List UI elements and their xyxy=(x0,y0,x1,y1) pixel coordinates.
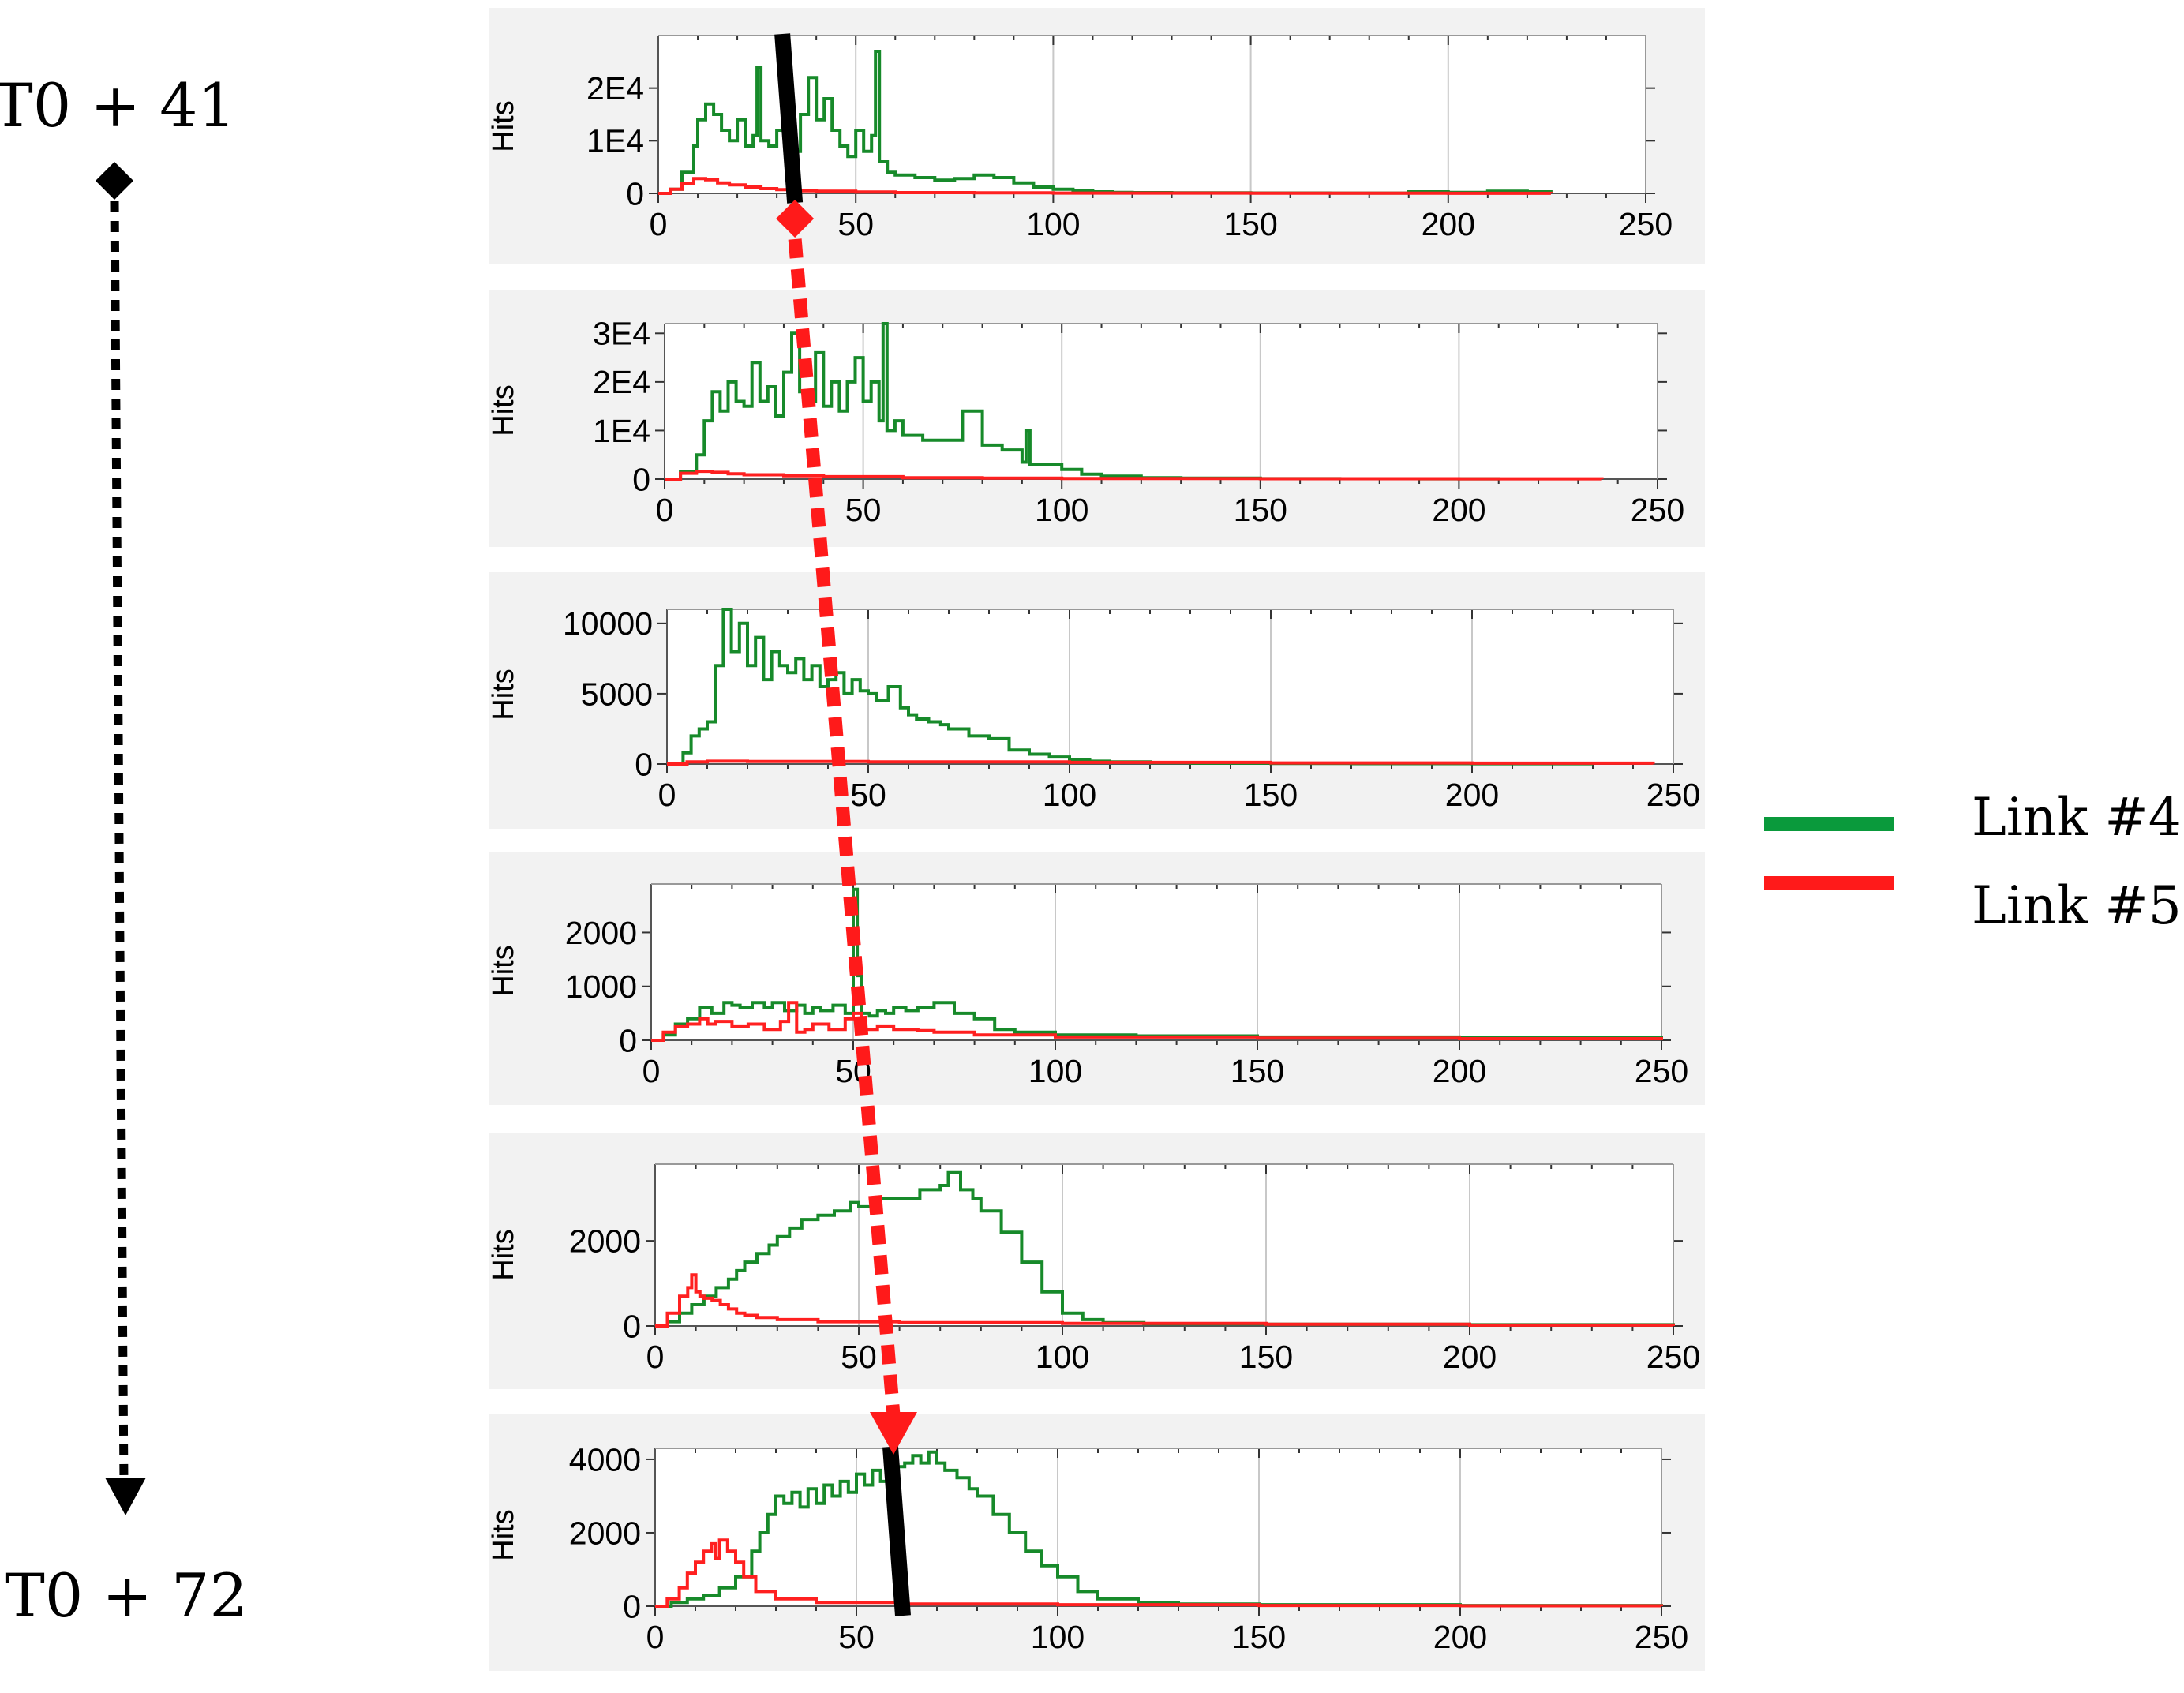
x-tick-label: 50 xyxy=(850,777,886,813)
y-tick-label: 0 xyxy=(623,1308,641,1344)
timeline-arrowhead-icon xyxy=(105,1478,146,1515)
series-line-link4 xyxy=(667,608,1594,766)
time-start-label: T0 + 41 xyxy=(0,70,236,140)
y-tick-label: 10000 xyxy=(563,605,653,642)
y-tick-label: 1E4 xyxy=(593,413,650,449)
timeline-start-diamond-icon xyxy=(96,162,133,200)
x-tick-label: 200 xyxy=(1432,492,1485,528)
chart-panel-6: 0 50 100 150 200 250 0 2000 4000 Hits xyxy=(487,1414,1705,1671)
y-tick-label: 0 xyxy=(623,1588,641,1624)
y-tick-label: 2000 xyxy=(569,1515,641,1551)
x-tick-label: 0 xyxy=(658,777,676,813)
x-tick-label: 0 xyxy=(646,1339,665,1375)
x-tick-label: 100 xyxy=(1043,777,1096,813)
legend: Link #4 Link #5 xyxy=(1764,787,2182,936)
series-line-link4 xyxy=(665,322,1500,481)
y-tick-label: 0 xyxy=(619,1022,637,1058)
y-tick-label: 4000 xyxy=(569,1441,641,1478)
x-tick-label: 250 xyxy=(1635,1619,1688,1655)
timeline: T0 + 41 T0 + 72 xyxy=(0,70,248,1631)
timeline-dotted-line xyxy=(110,200,129,1485)
plot-area xyxy=(655,1164,1673,1326)
arrow-start-diamond-icon xyxy=(776,200,815,238)
x-tick-label: 150 xyxy=(1239,1339,1293,1375)
time-marker-bar xyxy=(882,1446,911,1616)
series-line-link5 xyxy=(658,177,1553,195)
x-tick-label: 0 xyxy=(656,492,674,528)
y-tick-label: 2000 xyxy=(569,1223,641,1259)
series-line-link5 xyxy=(667,759,1655,766)
panels-layer: 0 50 100 150 200 250 0 1E4 2E4 Hits 0 50 100 150 200 25… xyxy=(487,8,1705,1671)
y-axis-label: Hits xyxy=(487,1509,520,1560)
x-tick-label: 50 xyxy=(845,492,882,528)
time-marker-bar xyxy=(774,33,804,204)
chart-panel-5: 0 50 100 150 200 250 0 2000 Hits xyxy=(487,1133,1705,1389)
x-tick-label: 200 xyxy=(1433,1619,1487,1655)
series-line-link5 xyxy=(665,470,1604,481)
x-tick-label: 0 xyxy=(646,1619,665,1655)
x-tick-label: 0 xyxy=(650,206,668,242)
y-tick-label: 3E4 xyxy=(593,316,650,352)
y-axis-label: Hits xyxy=(487,100,520,152)
x-tick-label: 100 xyxy=(1028,1053,1082,1089)
plot-area xyxy=(667,609,1673,764)
y-tick-label: 0 xyxy=(632,461,650,497)
x-tick-label: 150 xyxy=(1244,777,1298,813)
y-tick-label: 1000 xyxy=(565,968,637,1005)
y-tick-label: 0 xyxy=(626,175,644,212)
x-tick-label: 250 xyxy=(1646,1339,1700,1375)
series-line-link5 xyxy=(651,1001,1663,1042)
chart-panel-2: 0 50 100 150 200 250 0 1E4 2E4 3E4 Hits xyxy=(487,290,1705,547)
chart-panel-1: 0 50 100 150 200 250 0 1E4 2E4 Hits xyxy=(487,8,1705,264)
x-tick-label: 200 xyxy=(1422,206,1475,242)
legend-label-link5: Link #5 xyxy=(1972,875,2182,936)
series-line-link4 xyxy=(655,1170,1675,1328)
series-line-link5 xyxy=(655,1273,1675,1328)
x-tick-label: 50 xyxy=(838,1619,875,1655)
overlay-layer xyxy=(776,200,917,1455)
x-tick-label: 200 xyxy=(1443,1339,1497,1375)
series-line-link5 xyxy=(655,1538,1663,1608)
plot-area xyxy=(655,1448,1661,1606)
x-tick-label: 250 xyxy=(1635,1053,1688,1089)
y-axis-label: Hits xyxy=(487,384,520,436)
x-tick-label: 250 xyxy=(1646,777,1700,813)
y-axis-label: Hits xyxy=(487,669,520,720)
x-tick-label: 200 xyxy=(1445,777,1499,813)
x-tick-label: 150 xyxy=(1232,1619,1286,1655)
legend-label-link4: Link #4 xyxy=(1972,787,2182,848)
x-tick-label: 150 xyxy=(1223,206,1277,242)
x-tick-label: 250 xyxy=(1631,492,1684,528)
x-tick-label: 100 xyxy=(1026,206,1080,242)
y-tick-label: 2E4 xyxy=(586,70,644,107)
y-tick-label: 5000 xyxy=(581,676,653,712)
y-tick-label: 0 xyxy=(635,746,653,782)
x-tick-label: 0 xyxy=(642,1053,661,1089)
x-tick-label: 250 xyxy=(1619,206,1673,242)
y-tick-label: 1E4 xyxy=(586,123,644,159)
y-tick-label: 2E4 xyxy=(593,364,650,400)
y-axis-label: Hits xyxy=(487,1229,520,1280)
x-tick-label: 100 xyxy=(1031,1619,1085,1655)
trend-arrowhead-icon xyxy=(870,1412,917,1455)
x-tick-label: 150 xyxy=(1234,492,1287,528)
x-tick-label: 100 xyxy=(1035,492,1088,528)
y-tick-label: 2000 xyxy=(565,915,637,951)
time-end-label: T0 + 72 xyxy=(5,1560,248,1631)
x-tick-label: 150 xyxy=(1231,1053,1284,1089)
x-tick-label: 100 xyxy=(1036,1339,1089,1375)
x-tick-label: 200 xyxy=(1433,1053,1486,1089)
chart-panel-3: 0 50 100 150 200 250 0 5000 10000 Hits xyxy=(487,572,1705,829)
y-axis-label: Hits xyxy=(487,945,520,996)
x-tick-label: 50 xyxy=(841,1339,877,1375)
x-tick-label: 50 xyxy=(837,206,874,242)
plot-area xyxy=(651,884,1661,1040)
trend-dotted-arrow xyxy=(788,238,901,1416)
